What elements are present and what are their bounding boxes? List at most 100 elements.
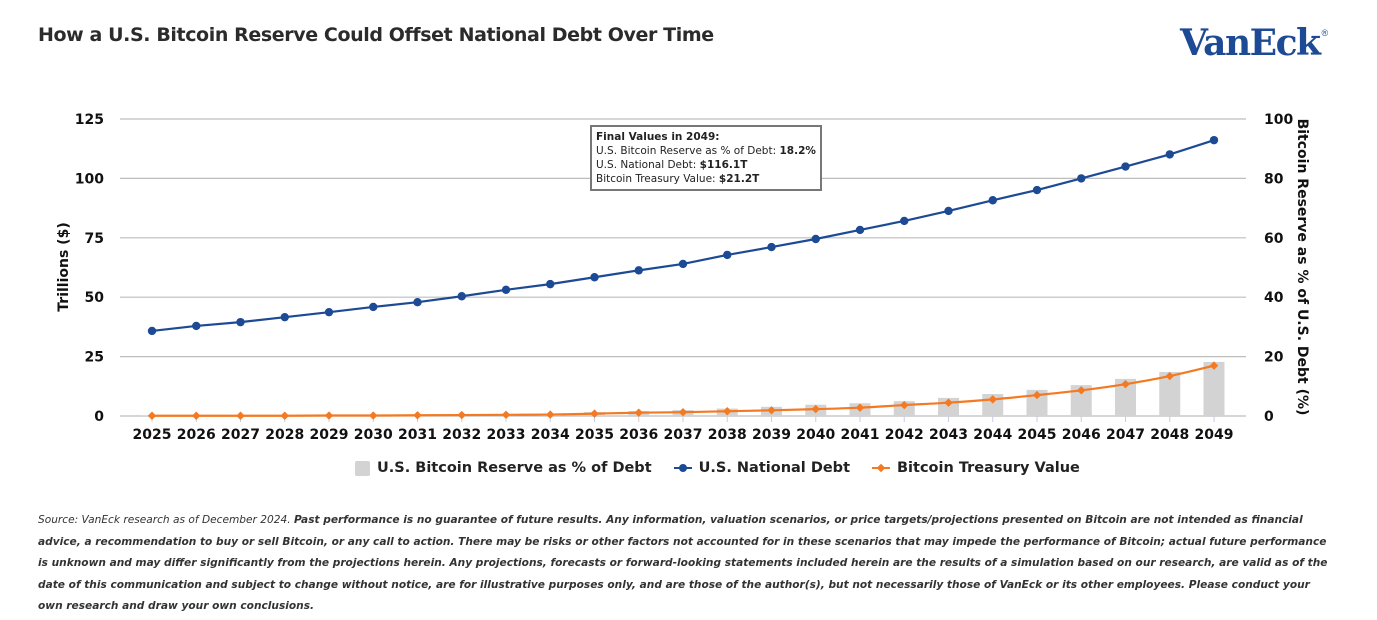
treasury-value-point (1209, 361, 1219, 370)
reserve-pct-bar (1070, 385, 1092, 416)
legend-label: U.S. National Debt (698, 460, 850, 476)
callout-row-reserve-pct: U.S. Bitcoin Reserve as % of Debt: 18.2% (596, 144, 816, 158)
treasury-value-point (988, 395, 997, 404)
treasury-value-point (501, 410, 511, 420)
national-debt-point (944, 206, 953, 216)
treasury-value-point (369, 411, 378, 420)
final-values-callout: Final Values in 2049: U.S. Bitcoin Reser… (590, 125, 822, 191)
legend-item-treasury-value[interactable]: Bitcoin Treasury Value (872, 460, 1080, 476)
national-debt-point (1032, 185, 1042, 195)
y2-tick-label: 60 (1264, 231, 1284, 247)
y2-tick-label: 20 (1264, 350, 1284, 366)
x-tick-label: 2048 (1150, 427, 1189, 443)
national-debt-point (988, 196, 997, 205)
x-tick-label: 2034 (531, 427, 570, 443)
legend-item-reserve-pct[interactable]: U.S. Bitcoin Reserve as % of Debt (355, 460, 652, 476)
treasury-value-point (1077, 386, 1086, 395)
right-axis-title: Bitcoin Reserve as % of U.S. Debt (%) (1294, 119, 1310, 416)
x-tick-label: 2026 (177, 427, 216, 443)
treasury-value-point (1165, 371, 1174, 381)
treasury-value-point (324, 411, 334, 420)
reserve-pct-bar (1159, 372, 1181, 416)
right-axis-labels: 0 20 40 60 80 100 (1264, 112, 1293, 425)
logo-text: VanEck (1180, 22, 1321, 64)
x-axis-labels: 2025 2026 2027 2028 2029 2030 2031 2032 2033 2034… (133, 427, 1234, 443)
treasury-value-point (147, 411, 157, 420)
y2-tick-label: 80 (1264, 171, 1284, 187)
x-tick-label: 2049 (1195, 427, 1234, 443)
treasury-value-point (236, 411, 245, 420)
legend-label: U.S. Bitcoin Reserve as % of Debt (377, 460, 652, 476)
reserve-pct-bars (141, 361, 1225, 416)
national-debt-point (900, 216, 909, 226)
x-tick-label: 2025 (133, 427, 172, 443)
x-tick-label: 2038 (708, 427, 747, 443)
x-tick-label: 2045 (1018, 427, 1057, 443)
treasury-value-point (900, 400, 909, 410)
x-tick-label: 2042 (885, 427, 924, 443)
x-tick-label: 2032 (442, 427, 481, 443)
national-debt-point (457, 292, 466, 301)
treasury-value-point (590, 409, 599, 418)
callout-value: $116.1T (699, 159, 748, 171)
line-diamond-swatch-icon (872, 462, 890, 474)
y-tick-label: 50 (85, 290, 105, 306)
national-debt-point (590, 273, 599, 282)
chart-legend: U.S. Bitcoin Reserve as % of Debt U.S. N… (355, 460, 1102, 476)
national-debt-point (369, 302, 378, 312)
national-debt-point (501, 285, 511, 295)
callout-value: 18.2% (779, 145, 816, 157)
treasury-value-point (457, 410, 466, 420)
x-tick-label: 2037 (664, 427, 703, 443)
treasury-value-point (413, 411, 422, 420)
x-axis-ticks (151, 416, 1215, 422)
treasury-value-point (546, 410, 555, 419)
national-debt-point (546, 279, 555, 289)
treasury-value-point (811, 404, 820, 414)
x-tick-label: 2047 (1106, 427, 1145, 443)
treasury-value-point (767, 406, 776, 415)
treasury-value-point (634, 408, 643, 417)
y-tick-label: 125 (75, 112, 104, 128)
callout-label: Bitcoin Treasury Value: (596, 173, 719, 185)
national-debt-point (723, 250, 732, 260)
y-tick-label: 100 (75, 171, 104, 187)
legend-item-national-debt[interactable]: U.S. National Debt (673, 460, 850, 476)
x-tick-label: 2036 (619, 427, 658, 443)
x-tick-label: 2031 (398, 427, 437, 443)
callout-row-treasury: Bitcoin Treasury Value: $21.2T (596, 172, 816, 186)
x-tick-label: 2040 (796, 427, 835, 443)
national-debt-point (1209, 135, 1219, 145)
reserve-pct-bar (1203, 361, 1225, 416)
disclaimer-text: Past performance is no guarantee of futu… (38, 514, 1328, 612)
x-tick-label: 2028 (265, 427, 304, 443)
national-debt-series (147, 135, 1219, 336)
line-dot-swatch-icon (673, 462, 692, 474)
treasury-value-point (280, 411, 289, 420)
treasury-value-point (944, 398, 953, 407)
bar-swatch-icon (355, 460, 370, 476)
y-tick-label: 25 (85, 350, 104, 366)
callout-heading: Final Values in 2049: (596, 131, 720, 143)
x-tick-label: 2046 (1062, 427, 1101, 443)
national-debt-point (811, 234, 820, 244)
y2-tick-label: 40 (1264, 290, 1284, 306)
x-tick-label: 2027 (221, 427, 260, 443)
callout-label: U.S. National Debt: (596, 159, 700, 171)
treasury-value-point (855, 403, 865, 412)
x-tick-label: 2041 (841, 427, 880, 443)
reserve-pct-bar (1115, 378, 1136, 416)
x-tick-label: 2043 (929, 427, 968, 443)
treasury-value-point (192, 411, 201, 420)
x-tick-label: 2033 (487, 427, 526, 443)
source-note: Source: VanEck research as of December 2… (38, 514, 294, 526)
national-debt-point (280, 312, 289, 322)
x-tick-label: 2044 (973, 427, 1012, 443)
treasury-value-series (147, 361, 1219, 420)
national-debt-point (634, 266, 643, 275)
callout-row-debt: U.S. National Debt: $116.1T (596, 158, 816, 172)
x-tick-label: 2035 (575, 427, 614, 443)
callout-value: $21.2T (718, 173, 760, 185)
left-axis-labels: 0 25 50 75 100 125 (75, 112, 104, 425)
